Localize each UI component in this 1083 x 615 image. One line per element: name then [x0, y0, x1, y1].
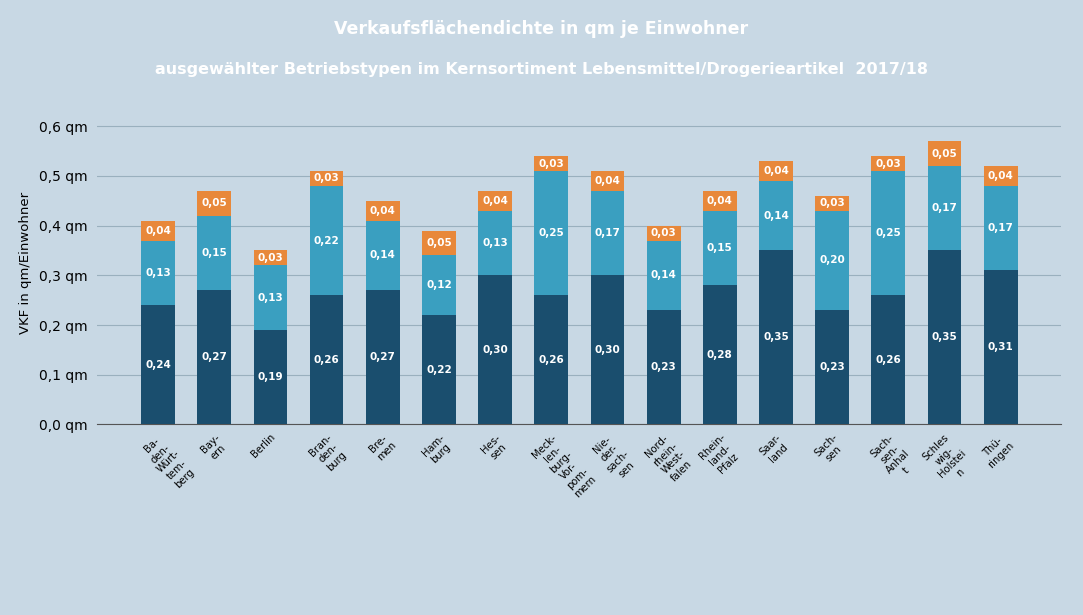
Text: Verkaufsflächendichte in qm je Einwohner: Verkaufsflächendichte in qm je Einwohner [335, 20, 748, 38]
Bar [253, 250, 287, 266]
Bar [928, 250, 962, 424]
Text: 0,35: 0,35 [931, 333, 957, 343]
Bar [815, 310, 849, 424]
Bar [197, 191, 231, 216]
Bar [703, 285, 736, 424]
Text: 0,04: 0,04 [988, 171, 1014, 181]
Text: 0,03: 0,03 [314, 173, 339, 183]
Text: 0,31: 0,31 [988, 343, 1014, 352]
Bar [815, 196, 849, 211]
Text: 0,19: 0,19 [258, 372, 284, 382]
Bar [535, 171, 569, 295]
Text: 0,17: 0,17 [988, 223, 1014, 233]
Text: 0,03: 0,03 [258, 253, 284, 263]
Text: 0,27: 0,27 [201, 352, 227, 362]
Bar [590, 171, 624, 191]
Bar [590, 276, 624, 424]
Bar [872, 295, 905, 424]
Text: 0,27: 0,27 [370, 352, 395, 362]
Text: 0,25: 0,25 [875, 228, 901, 238]
Text: 0,04: 0,04 [595, 176, 621, 186]
Bar [928, 166, 962, 250]
Bar [815, 211, 849, 310]
Text: 0,15: 0,15 [707, 243, 733, 253]
Text: 0,23: 0,23 [651, 362, 677, 372]
Bar [422, 231, 456, 255]
Bar [647, 226, 680, 240]
Text: 0,20: 0,20 [820, 255, 845, 266]
Bar [141, 221, 175, 240]
Bar [366, 221, 400, 290]
Bar [141, 305, 175, 424]
Text: 0,13: 0,13 [258, 293, 284, 303]
Text: 0,03: 0,03 [875, 159, 901, 169]
Text: 0,04: 0,04 [370, 206, 395, 216]
Text: 0,05: 0,05 [931, 149, 957, 159]
Text: 0,30: 0,30 [482, 345, 508, 355]
Bar [197, 216, 231, 290]
Text: 0,03: 0,03 [651, 228, 677, 238]
Bar [310, 186, 343, 295]
Bar [590, 191, 624, 276]
Bar [647, 240, 680, 310]
Bar [759, 250, 793, 424]
Text: 0,25: 0,25 [538, 228, 564, 238]
Text: 0,13: 0,13 [145, 268, 171, 278]
Bar [703, 211, 736, 285]
Text: 0,22: 0,22 [426, 365, 452, 375]
Bar [422, 315, 456, 424]
Text: 0,12: 0,12 [426, 280, 452, 290]
Bar [422, 255, 456, 315]
Text: 0,24: 0,24 [145, 360, 171, 370]
Text: 0,35: 0,35 [764, 333, 788, 343]
Text: 0,14: 0,14 [764, 211, 788, 221]
Text: 0,28: 0,28 [707, 350, 733, 360]
Text: 0,14: 0,14 [651, 271, 677, 280]
Text: 0,03: 0,03 [538, 159, 564, 169]
Text: 0,15: 0,15 [201, 248, 227, 258]
Bar [647, 310, 680, 424]
Text: 0,23: 0,23 [820, 362, 845, 372]
Bar [197, 290, 231, 424]
Text: 0,22: 0,22 [314, 236, 339, 245]
Bar [479, 276, 512, 424]
Text: 0,13: 0,13 [482, 238, 508, 248]
Text: 0,26: 0,26 [875, 355, 901, 365]
Bar [535, 295, 569, 424]
Bar [983, 186, 1018, 271]
Bar [703, 191, 736, 211]
Text: 0,26: 0,26 [314, 355, 339, 365]
Text: 0,04: 0,04 [764, 166, 788, 176]
Bar [366, 201, 400, 221]
Bar [479, 191, 512, 211]
Bar [759, 181, 793, 250]
Bar [872, 156, 905, 171]
Bar [310, 171, 343, 186]
Text: 0,04: 0,04 [145, 226, 171, 236]
Bar [759, 161, 793, 181]
Text: 0,30: 0,30 [595, 345, 621, 355]
Text: 0,17: 0,17 [595, 228, 621, 238]
Bar [479, 211, 512, 276]
Bar [872, 171, 905, 295]
Text: 0,05: 0,05 [201, 198, 227, 208]
Text: 0,03: 0,03 [820, 198, 845, 208]
Text: 0,04: 0,04 [707, 196, 733, 206]
Bar [253, 266, 287, 330]
Text: 0,05: 0,05 [426, 238, 452, 248]
Bar [141, 240, 175, 305]
Text: 0,04: 0,04 [482, 196, 508, 206]
Bar [310, 295, 343, 424]
Bar [983, 166, 1018, 186]
Bar [366, 290, 400, 424]
Text: 0,14: 0,14 [370, 250, 395, 261]
Text: ausgewählter Betriebstypen im Kernsortiment Lebensmittel/Drogerieartikel  2017/1: ausgewählter Betriebstypen im Kernsortim… [155, 62, 928, 77]
Text: 0,26: 0,26 [538, 355, 564, 365]
Y-axis label: VKF in qm/Einwohner: VKF in qm/Einwohner [19, 192, 32, 334]
Bar [983, 271, 1018, 424]
Bar [253, 330, 287, 424]
Bar [928, 141, 962, 166]
Bar [535, 156, 569, 171]
Text: 0,17: 0,17 [931, 204, 957, 213]
